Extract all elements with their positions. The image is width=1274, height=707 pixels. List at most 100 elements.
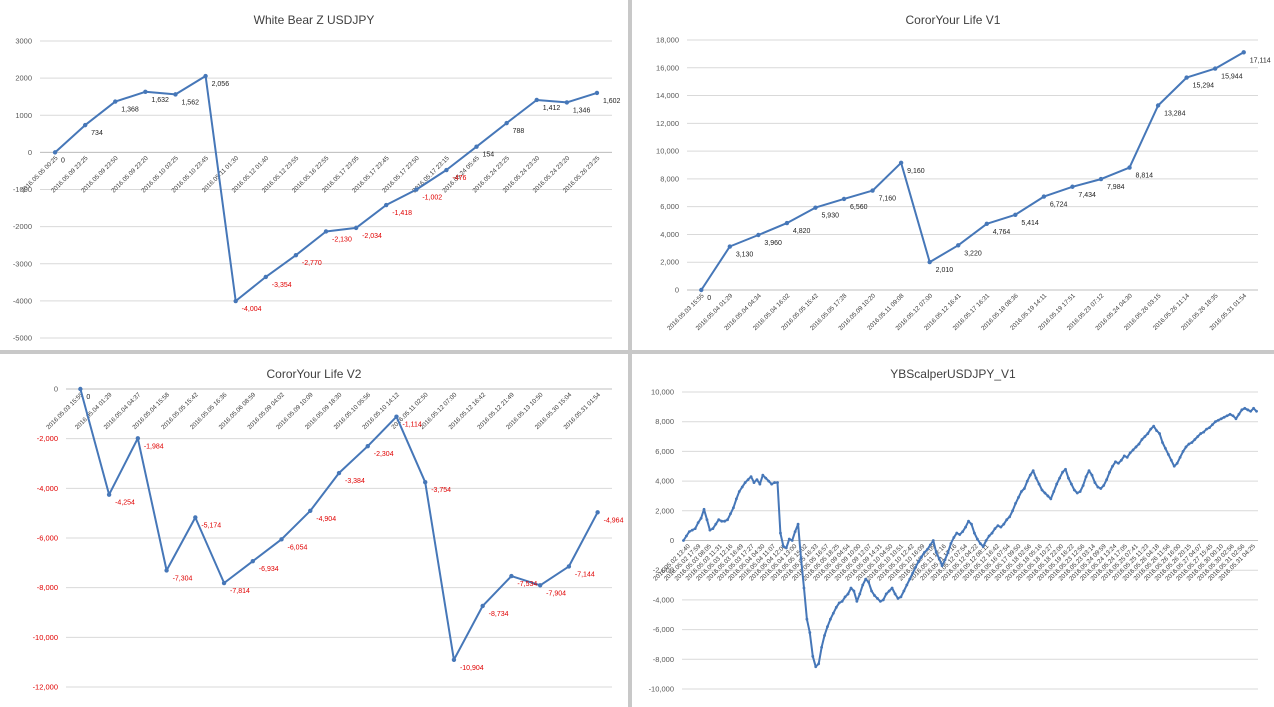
data-point [537, 583, 543, 588]
data-point [699, 287, 704, 293]
data-point [1070, 184, 1075, 189]
data-point [767, 479, 771, 483]
data-point [779, 531, 782, 535]
data-point [799, 556, 803, 560]
data-point [1128, 451, 1132, 455]
data-point [1025, 479, 1029, 483]
data-point [78, 386, 83, 392]
data-label: 13,284 [1164, 111, 1186, 118]
data-point [233, 298, 238, 304]
data-point [817, 662, 821, 666]
data-point [52, 150, 58, 155]
data-point [221, 580, 227, 586]
data-point [814, 665, 818, 669]
data-point [1146, 432, 1150, 435]
data-point [293, 253, 299, 258]
data-point [870, 188, 875, 193]
data-label: -6,934 [259, 566, 279, 573]
chart-svg: CororYour Life V2 0 -2,000 -4,000 -6,000 -8,0… [33, 367, 624, 692]
data-point [855, 599, 859, 603]
data-point [1022, 487, 1026, 490]
data-label: -8,734 [489, 611, 509, 618]
data-point [1122, 454, 1126, 458]
y-tick-label: 1000 [15, 111, 32, 120]
data-label: 15,944 [1221, 74, 1243, 81]
data-point [984, 221, 989, 227]
series-line [700, 51, 1245, 291]
data-point [1043, 491, 1047, 495]
data-label: 1,632 [151, 97, 169, 104]
data-point [113, 99, 118, 104]
series-line [682, 407, 1258, 668]
data-point [755, 478, 759, 482]
data-point [1205, 427, 1208, 431]
data-point [787, 537, 791, 541]
y-tick-label: 2000 [15, 74, 32, 83]
data-point [893, 592, 897, 596]
data-point [594, 90, 600, 96]
data-point [781, 545, 785, 548]
data-point [1134, 445, 1138, 449]
data-point [1014, 501, 1017, 505]
data-point [940, 564, 944, 568]
data-point [934, 550, 938, 554]
data-label: -7,814 [230, 588, 250, 595]
y-tick-label: -3000 [13, 259, 32, 268]
data-point [1049, 497, 1053, 501]
data-point [1040, 488, 1044, 492]
data-point [696, 521, 700, 525]
data-point [899, 595, 903, 599]
data-point [849, 586, 853, 590]
data-point [884, 592, 888, 596]
data-point [858, 592, 862, 596]
data-point [928, 543, 932, 547]
data-point [173, 92, 178, 97]
y-tick-label: -10,000 [33, 633, 58, 642]
y-tick-label: 14,000 [656, 91, 679, 100]
data-point [1155, 429, 1159, 433]
y-tick-label: 2,000 [660, 258, 679, 267]
data-point [690, 528, 694, 532]
data-point [887, 589, 891, 593]
chart-title: White Bear Z USDJPY [254, 13, 375, 27]
data-point [1069, 482, 1073, 486]
data-label: 7,160 [879, 196, 897, 203]
data-point [867, 580, 871, 584]
data-label: 3,130 [736, 252, 754, 259]
data-point [898, 160, 904, 165]
data-label: -7,304 [173, 575, 193, 582]
data-point [1008, 515, 1012, 519]
data-point [1105, 478, 1109, 482]
data-point [365, 444, 370, 449]
data-point [1075, 491, 1079, 495]
chart-title: CororYour Life V1 [906, 13, 1001, 27]
data-point [1114, 460, 1117, 464]
y-tick-label: 3000 [15, 37, 32, 46]
data-point [790, 539, 794, 542]
data-point [323, 229, 329, 234]
data-point [711, 527, 715, 531]
y-tick-label: 0 [54, 385, 58, 394]
data-point [1252, 406, 1255, 410]
y-tick-label: -4000 [13, 296, 32, 305]
y-tick-label: -8,000 [37, 583, 58, 592]
data-point [1184, 445, 1188, 449]
data-point [1127, 165, 1132, 170]
y-tick-label: 12,000 [656, 119, 679, 128]
data-point [975, 537, 979, 541]
data-point [699, 516, 703, 520]
data-label: 0 [61, 157, 65, 164]
data-point [732, 506, 735, 510]
data-point [808, 631, 812, 634]
data-label: 7,434 [1078, 192, 1096, 199]
data-point [504, 120, 509, 126]
y-tick-label: -2000 [13, 222, 32, 231]
data-point [1098, 176, 1104, 182]
data-point [970, 522, 973, 526]
data-label: -2,770 [302, 260, 322, 267]
data-point [949, 542, 953, 545]
data-point [1011, 509, 1015, 513]
data-point [727, 244, 733, 249]
data-point [1166, 452, 1170, 456]
data-point [509, 573, 514, 579]
